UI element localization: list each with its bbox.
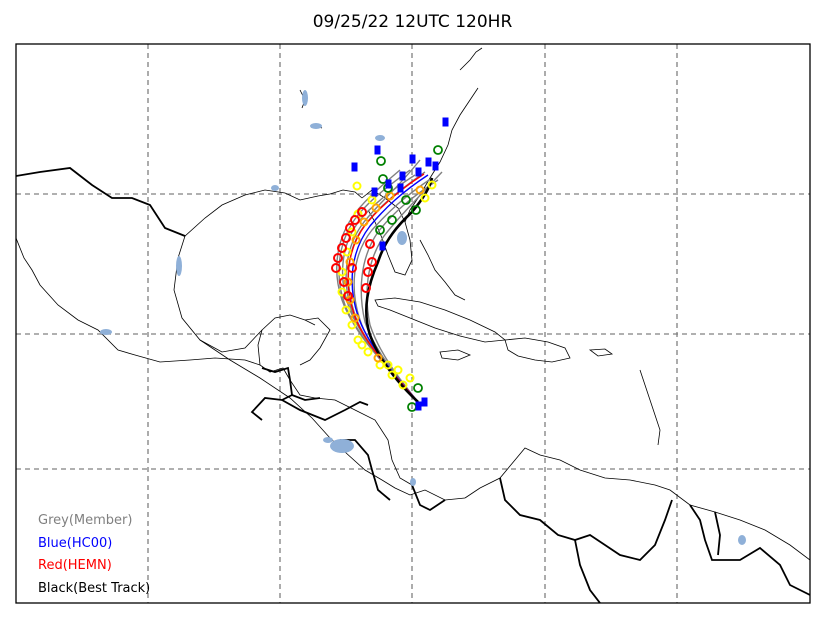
lakes xyxy=(100,90,746,545)
yellow-markers xyxy=(337,180,437,390)
legend: Grey(Member) Blue(HC00) Red(HEMN) Black(… xyxy=(38,513,150,596)
blue-markers xyxy=(351,117,449,411)
red-markers xyxy=(331,207,377,301)
legend-member: Grey(Member) xyxy=(38,513,132,528)
gridlines xyxy=(16,44,810,603)
orange-markers xyxy=(343,185,425,363)
borders xyxy=(16,167,810,603)
coastlines xyxy=(16,47,810,561)
legend-best-track: Black(Best Track) xyxy=(38,581,150,596)
legend-hc00: Blue(HC00) xyxy=(38,536,112,551)
map-frame xyxy=(15,43,811,604)
green-markers xyxy=(375,145,443,412)
legend-hemn: Red(HEMN) xyxy=(38,558,112,573)
map-title: 09/25/22 12UTC 120HR xyxy=(312,12,513,32)
